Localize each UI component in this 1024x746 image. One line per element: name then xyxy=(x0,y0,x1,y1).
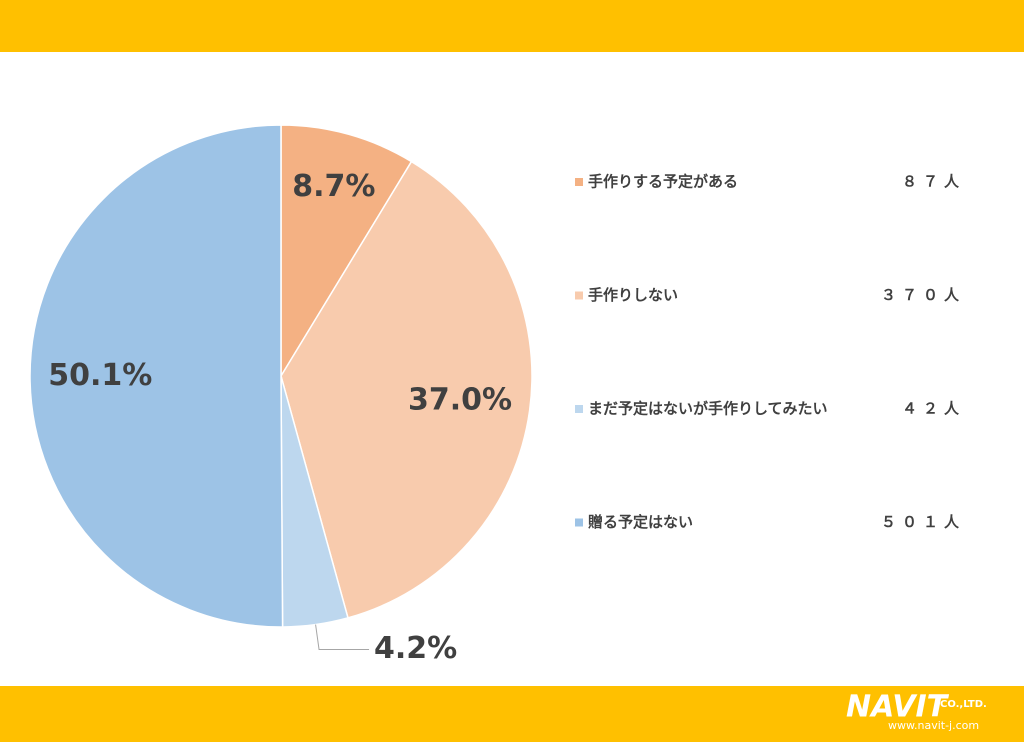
top-band xyxy=(0,0,1024,52)
legend-swatch xyxy=(575,405,583,413)
legend-swatch xyxy=(575,518,583,527)
legend-count: ５０１人 xyxy=(881,513,965,531)
legend-label: 手作りしない xyxy=(588,286,678,304)
data-label: 4.2% xyxy=(374,631,457,666)
leader-line xyxy=(315,624,370,650)
pie-slice xyxy=(29,124,284,628)
legend-label: 贈る予定はない xyxy=(588,513,693,531)
logo: NAVIT xyxy=(846,690,950,725)
pie-slice xyxy=(280,124,413,379)
legend-count: ４２人 xyxy=(902,400,965,418)
data-label: 8.7% xyxy=(292,169,375,204)
data-label: 37.0% xyxy=(408,382,512,417)
legend-swatch xyxy=(575,178,583,186)
pie-slice xyxy=(280,160,533,619)
legend-count: ３７０人 xyxy=(881,286,965,304)
legend-swatch xyxy=(575,291,583,300)
data-label: 50.1% xyxy=(48,358,152,393)
legend-label: 手作りする予定がある xyxy=(588,173,738,191)
company: CO.,LTD. xyxy=(940,699,987,710)
bottom-band xyxy=(0,686,1024,742)
url: www.navit-j.com xyxy=(888,719,979,732)
legend-count: ８７人 xyxy=(902,173,965,191)
legend-label: まだ予定はないが手作りしてみたい xyxy=(588,400,828,418)
